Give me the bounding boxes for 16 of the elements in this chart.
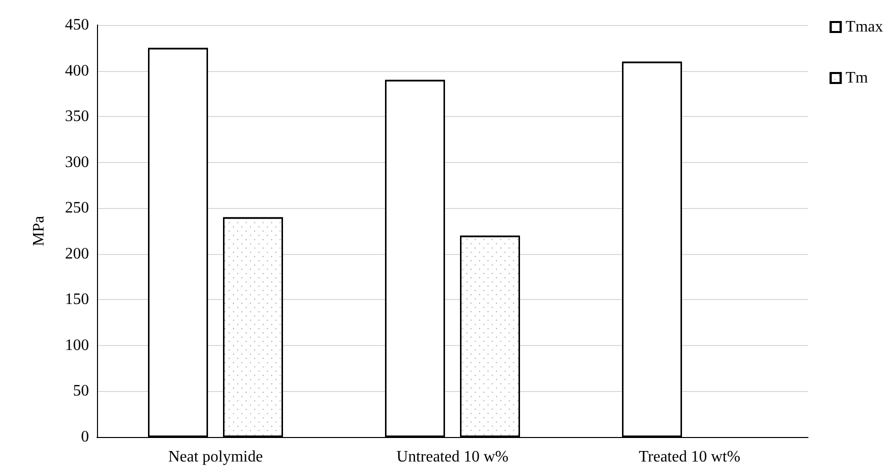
y-tick-label: 400 [65,62,89,80]
y-tick-label: 0 [81,428,89,446]
y-tick-label: 450 [65,16,89,34]
y-tick-label: 200 [65,245,89,262]
x-tick-label: Untreated 10 w% [396,448,508,466]
y-tick-label: 100 [65,336,89,354]
y-tick-label: 350 [65,108,89,126]
legend-label: Tm [846,70,868,86]
x-tick-label: Treated 10 wt% [638,448,740,466]
y-tick-label: 50 [73,382,89,400]
legend-label: Tmax [846,18,884,36]
y-tick-label: 300 [65,154,89,171]
y-tick-label: 250 [65,200,89,217]
y-axis-title: MPa [30,216,48,246]
x-tick-label: Neat polymide [168,448,263,466]
y-tick-label: 150 [65,291,89,308]
